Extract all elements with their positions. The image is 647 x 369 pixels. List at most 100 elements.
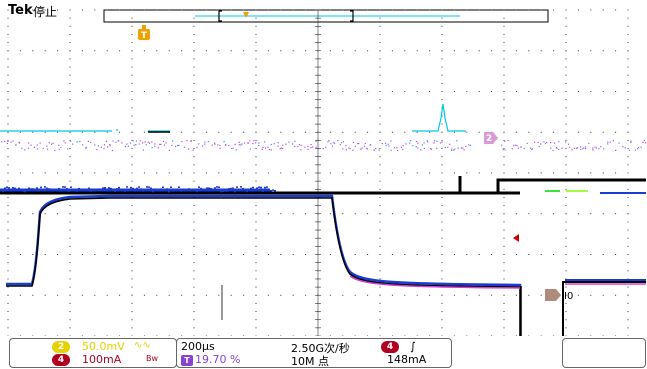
- channel-3-sample: [94, 144, 96, 146]
- grid-dot: [627, 196, 629, 198]
- grid-dot: [69, 229, 71, 231]
- reference-marker[interactable]: [545, 289, 561, 301]
- grid-dot: [255, 156, 257, 158]
- grid-dot: [565, 311, 567, 313]
- grid-dot: [7, 278, 9, 280]
- grid-dot: [379, 188, 381, 190]
- channel-3-sample: [552, 149, 554, 152]
- grid-dot: [329, 254, 331, 255]
- channel-3-sample: [217, 144, 219, 146]
- grid-dot: [69, 99, 71, 101]
- grid-dot: [577, 9, 579, 11]
- grid-dot: [503, 205, 505, 207]
- grid-dot: [404, 254, 406, 255]
- channel-3-sample: [624, 147, 626, 149]
- grid-dot: [255, 107, 257, 109]
- channel-1-sample: [178, 186, 180, 188]
- grid-dot: [503, 156, 505, 158]
- channel-3-sample: [159, 143, 161, 145]
- grid-dot: [280, 213, 282, 215]
- grid-dot: [441, 123, 443, 125]
- channel-3-sample: [4, 140, 6, 142]
- grid-dot: [205, 172, 207, 174]
- grid-dot: [7, 254, 9, 255]
- grid-dot: [540, 131, 542, 133]
- grid-dot: [69, 107, 71, 109]
- channel-1-sample: [136, 187, 138, 190]
- channel-3-sample: [127, 145, 129, 147]
- grid-dot: [57, 9, 59, 11]
- channel-3-sample: [207, 141, 209, 143]
- channel-3-sample: [523, 147, 525, 149]
- grid-dot: [69, 82, 71, 84]
- channel-3-sample: [630, 140, 632, 142]
- grid-dot: [379, 327, 381, 329]
- channel-1-sample: [6, 186, 8, 189]
- grid-dot: [81, 172, 83, 174]
- channel-2-coupling: ∿∿: [134, 340, 151, 351]
- trigger-position-marker[interactable]: T: [138, 25, 150, 41]
- grid-dot: [379, 286, 381, 288]
- channel-3-sample: [84, 147, 87, 149]
- grid-dot: [131, 66, 133, 68]
- grid-dot: [193, 99, 195, 101]
- channel-1-sample: [268, 188, 270, 191]
- grid-dot: [503, 213, 505, 215]
- channel-3-sample: [441, 141, 443, 143]
- grid-dot: [44, 50, 46, 52]
- grid-dot: [7, 156, 9, 158]
- grid-dot: [367, 213, 369, 215]
- grid-dot: [379, 66, 381, 68]
- grid-dot: [119, 254, 121, 255]
- grid-dot: [7, 82, 9, 84]
- grid-dot: [106, 91, 108, 92]
- timebase-box[interactable]: 200μs T 19.70 % 2.50G次/秒 10M 点 4 ∫ 148mA: [176, 338, 452, 368]
- grid-dot: [69, 164, 71, 166]
- grid-dot: [602, 9, 604, 11]
- record-length: 10M 点: [291, 355, 329, 368]
- channel-1-sample: [274, 189, 276, 192]
- grid-dot: [44, 335, 46, 336]
- grid-dot: [193, 237, 195, 239]
- grid-dot: [503, 221, 505, 223]
- grid-dot: [565, 245, 567, 247]
- grid-dot: [627, 237, 629, 239]
- grid-dot: [243, 335, 245, 336]
- grid-dot: [69, 9, 71, 11]
- grid-dot: [44, 213, 46, 215]
- grid-dot: [193, 302, 195, 304]
- channel-3-sample: [198, 143, 200, 145]
- channel-3-sample: [76, 141, 78, 143]
- grid-dot: [478, 50, 480, 52]
- grid-dot: [292, 254, 294, 255]
- channel-3-sample: [282, 144, 284, 146]
- grid-dot: [354, 91, 356, 92]
- grid-dot: [131, 99, 133, 101]
- channel-1-sample: [106, 188, 108, 191]
- grid-dot: [429, 294, 431, 296]
- grid-dot: [354, 50, 356, 52]
- grid-dot: [590, 131, 592, 133]
- channel-3-sample: [262, 146, 264, 149]
- grid-dot: [205, 50, 207, 52]
- channel-3-sample: [567, 143, 570, 145]
- channel-3-sample: [48, 142, 50, 144]
- channel-3-sample: [46, 148, 49, 150]
- grid-dot: [7, 205, 9, 207]
- grid-dot: [503, 148, 505, 150]
- channel-1-sample: [104, 187, 106, 189]
- channel-3-sample: [58, 148, 60, 151]
- grid-dot: [193, 91, 195, 92]
- channel-2-marker[interactable]: 2: [484, 132, 498, 144]
- channel-1-sample: [130, 186, 132, 189]
- auxiliary-readout-box[interactable]: [562, 338, 646, 368]
- channel-4-badge: 4: [52, 354, 70, 366]
- grid-dot: [627, 213, 629, 215]
- channel-3-sample: [24, 149, 26, 151]
- grid-dot: [354, 213, 356, 215]
- channel-3-sample: [576, 147, 579, 149]
- channel-readout-box[interactable]: 2 50.0mV ∿∿ 4 100mA Bw: [9, 338, 177, 368]
- trigger-level-arrow[interactable]: [513, 234, 519, 242]
- channel-3-sample: [277, 142, 279, 144]
- grid-dot: [255, 91, 257, 92]
